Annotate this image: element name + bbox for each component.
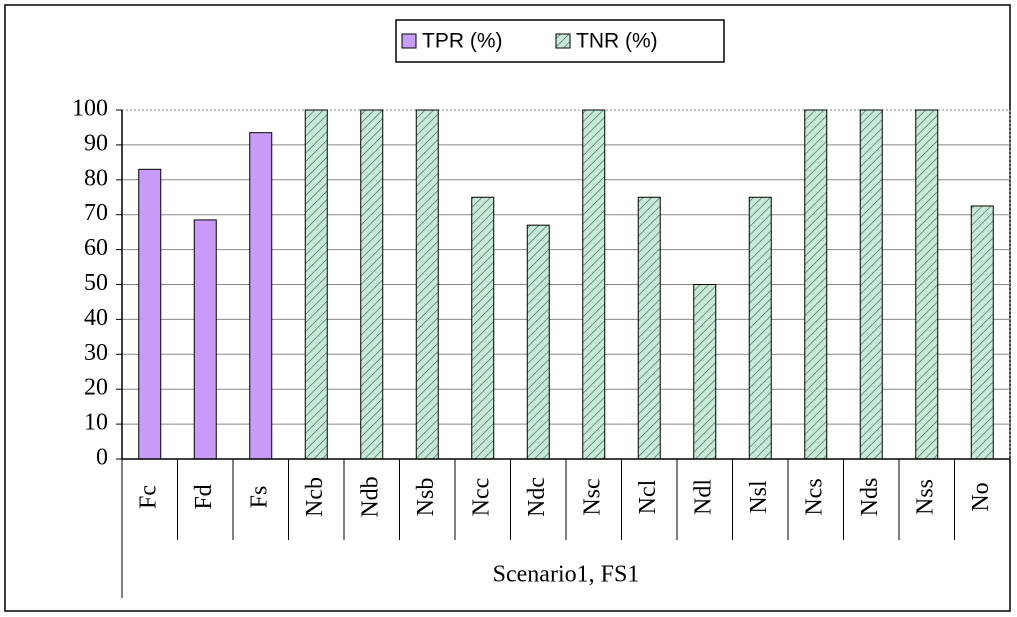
y-tick-label: 70 — [84, 200, 108, 226]
x-tick-label: Nds — [857, 478, 883, 517]
y-tick-label: 60 — [84, 235, 108, 261]
x-tick-label: Ndl — [690, 479, 716, 515]
bar — [970, 205, 994, 460]
x-tick-label: No — [968, 482, 994, 511]
bar — [693, 284, 717, 460]
legend-label: TPR (%) — [422, 30, 503, 53]
x-tick-label: Fd — [191, 484, 217, 509]
legend-swatch — [555, 33, 571, 49]
x-tick-label: Fc — [135, 485, 161, 509]
y-tick-label: 0 — [96, 445, 108, 471]
x-group-label: Scenario1, FS1 — [493, 562, 640, 588]
bar — [915, 109, 939, 460]
bar — [804, 109, 828, 460]
x-tick-label: Nsc — [579, 478, 605, 515]
bar — [304, 109, 328, 460]
bar — [748, 196, 772, 460]
x-tick-label: Ncs — [801, 478, 827, 515]
x-tick-label: Fs — [246, 486, 272, 509]
bar — [471, 196, 495, 460]
bar — [526, 224, 550, 460]
bar — [637, 196, 661, 460]
y-tick-label: 80 — [84, 165, 108, 191]
x-tick-label: Ncb — [302, 477, 328, 517]
y-tick-label: 50 — [84, 270, 108, 296]
bar — [360, 109, 384, 460]
x-tick-label: Nsb — [413, 478, 439, 517]
y-tick-label: 90 — [84, 130, 108, 156]
bar — [415, 109, 439, 460]
y-tick-label: 20 — [84, 375, 108, 401]
bar — [193, 219, 217, 460]
x-tick-label: Ncc — [468, 478, 494, 517]
y-tick-label: 30 — [84, 340, 108, 366]
legend-label: TNR (%) — [576, 30, 658, 53]
legend-swatch — [401, 33, 417, 49]
x-tick-label: Ndb — [357, 476, 383, 517]
x-tick-label: Nss — [912, 479, 938, 515]
bar — [582, 109, 606, 460]
x-tick-label: Ndc — [524, 477, 550, 517]
x-tick-label: Nsl — [746, 480, 772, 514]
y-tick-label: 40 — [84, 305, 108, 331]
bar — [249, 132, 273, 460]
y-tick-label: 10 — [84, 410, 108, 436]
y-tick-label: 100 — [72, 96, 108, 122]
bar — [859, 109, 883, 460]
x-tick-label: Ncl — [635, 479, 661, 514]
bar — [138, 168, 162, 460]
chart-frame — [4, 4, 1011, 612]
